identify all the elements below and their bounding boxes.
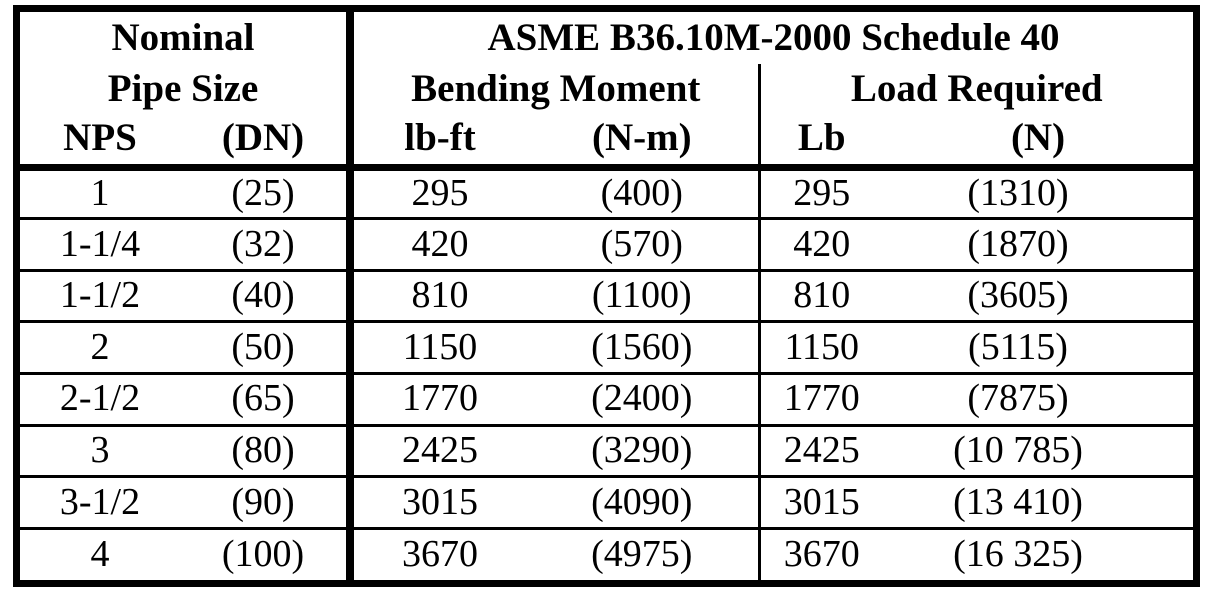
bending-moment-group-header: Bending Moment	[346, 64, 760, 114]
cell-load-lb: 295	[757, 167, 884, 221]
table-row: 2-1/2 (65) 1770 (2400) 1770 (7875)	[20, 373, 1193, 427]
cell-load-lb: 1150	[757, 321, 884, 375]
cell-load-n: (7875)	[883, 373, 1193, 427]
load-required-group-header: Load Required	[757, 64, 1193, 114]
asme-schedule-title: ASME B36.10M-2000 Schedule 40	[346, 12, 1193, 64]
cell-load-n: (5115)	[883, 321, 1193, 375]
cell-dn: (80)	[180, 425, 351, 479]
cell-load-n: (1870)	[883, 218, 1193, 272]
cell-load-n: (1310)	[883, 167, 1193, 221]
nm-column-header: (N-m)	[526, 114, 760, 171]
lbft-column-header: lb-ft	[346, 114, 527, 171]
cell-nps: 2-1/2	[20, 373, 180, 427]
cell-nps: 2	[20, 321, 180, 375]
pipe-load-table: Nominal ASME B36.10M-2000 Schedule 40 Pi…	[20, 12, 1193, 580]
cell-bm-lbft: 2425	[346, 425, 527, 479]
cell-dn: (50)	[180, 321, 351, 375]
cell-nps: 1	[20, 167, 180, 221]
header-title-row: Nominal ASME B36.10M-2000 Schedule 40	[20, 12, 1193, 64]
cell-bm-lbft: 3015	[346, 476, 527, 530]
cell-dn: (25)	[180, 167, 351, 221]
n-column-header: (N)	[883, 114, 1193, 171]
cell-load-lb: 1770	[757, 373, 884, 427]
pipe-load-table-frame: Nominal ASME B36.10M-2000 Schedule 40 Pi…	[13, 5, 1200, 587]
cell-nps: 3	[20, 425, 180, 479]
cell-bm-nm: (570)	[526, 218, 760, 272]
cell-load-n: (13 410)	[883, 476, 1193, 530]
cell-load-n: (3605)	[883, 270, 1193, 324]
cell-bm-nm: (4975)	[591, 533, 693, 576]
header-group-row: Pipe Size Bending Moment Load Required	[20, 64, 1193, 114]
cell-nps: 3-1/2	[20, 476, 180, 530]
cell-dn: (90)	[180, 476, 351, 530]
cell-load-lb: 420	[757, 218, 884, 272]
table-row: 1-1/2 (40) 810 (1100) 810 (3605)	[20, 270, 1193, 324]
cell-bm-nm: (400)	[526, 167, 760, 221]
table-row: 3-1/2 (90) 3015 (4090) 3015 (13 410)	[20, 476, 1193, 530]
cell-load-lb: 3015	[757, 476, 884, 530]
table-header: Nominal ASME B36.10M-2000 Schedule 40 Pi…	[20, 12, 1193, 171]
cell-bm-lbft: 420	[346, 218, 527, 272]
cell-bm-nm: (1100)	[526, 270, 760, 324]
cell-bm-nm: (3290)	[526, 425, 760, 479]
nominal-pipe-size-title-line2: Pipe Size	[107, 66, 259, 110]
cell-bm-lbft: 3670	[346, 528, 527, 580]
dn-column-header: (DN)	[180, 114, 351, 171]
table-row: 4 (100) 3670 (4975) 3670 (16 325)	[20, 528, 1193, 580]
lb-column-header: Lb	[757, 114, 884, 171]
cell-bm-nm: (2400)	[526, 373, 760, 427]
cell-load-lb: 2425	[757, 425, 884, 479]
cell-dn: (32)	[180, 218, 351, 272]
table-row: 3 (80) 2425 (3290) 2425 (10 785)	[20, 425, 1193, 479]
nominal-pipe-size-title-line1: Nominal	[111, 15, 255, 59]
cell-nps: 4	[90, 533, 110, 576]
cell-dn: (65)	[180, 373, 351, 427]
cell-dn: (40)	[180, 270, 351, 324]
table-row: 1-1/4 (32) 420 (570) 420 (1870)	[20, 218, 1193, 272]
cell-load-n: (10 785)	[883, 425, 1193, 479]
table-row: 2 (50) 1150 (1560) 1150 (5115)	[20, 321, 1193, 375]
cell-bm-lbft: 295	[346, 167, 527, 221]
cell-load-lb: 3670	[757, 528, 884, 580]
cell-nps: 1-1/4	[20, 218, 180, 272]
cell-bm-lbft: 810	[346, 270, 527, 324]
cell-bm-lbft: 1770	[346, 373, 527, 427]
cell-bm-nm: (4090)	[526, 476, 760, 530]
cell-bm-lbft: 1150	[346, 321, 527, 375]
cell-load-lb: 810	[757, 270, 884, 324]
cell-nps: 1-1/2	[20, 270, 180, 324]
header-units-row: NPS (DN) lb-ft (N-m) Lb (N)	[20, 114, 1193, 171]
nps-column-header: NPS	[20, 114, 180, 171]
cell-dn: (100)	[221, 533, 305, 576]
cell-bm-nm: (1560)	[526, 321, 760, 375]
table-row: 1 (25) 295 (400) 295 (1310)	[20, 167, 1193, 221]
cell-load-n: (16 325)	[953, 533, 1083, 576]
table-body: 1 (25) 295 (400) 295 (1310) 1-1/4 (32) 4…	[20, 167, 1193, 580]
